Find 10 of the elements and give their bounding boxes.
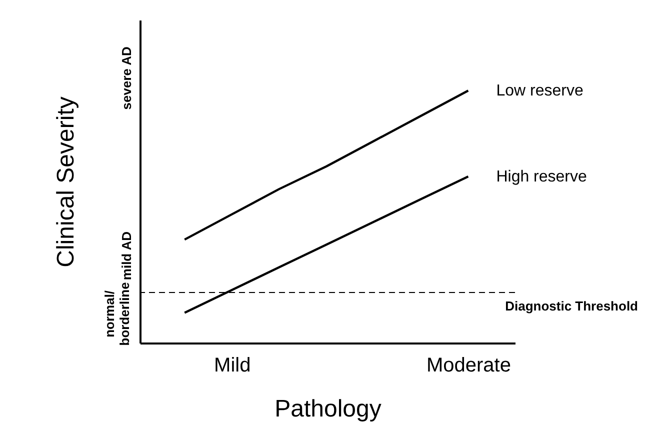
ref-line-label: Diagnostic Threshold xyxy=(505,298,638,314)
series-label: High reserve xyxy=(496,168,588,186)
series-label: Low reserve xyxy=(496,82,584,100)
text: normal/ borderline xyxy=(102,282,132,346)
x-tick-label: Moderate xyxy=(426,354,511,376)
text: severe AD xyxy=(119,46,134,110)
x-tick-label: Mild xyxy=(214,354,251,376)
text: mild AD xyxy=(119,231,134,280)
x-axis-title: Pathology xyxy=(274,396,382,422)
y-axis-title: Clinical Severity xyxy=(52,96,80,268)
